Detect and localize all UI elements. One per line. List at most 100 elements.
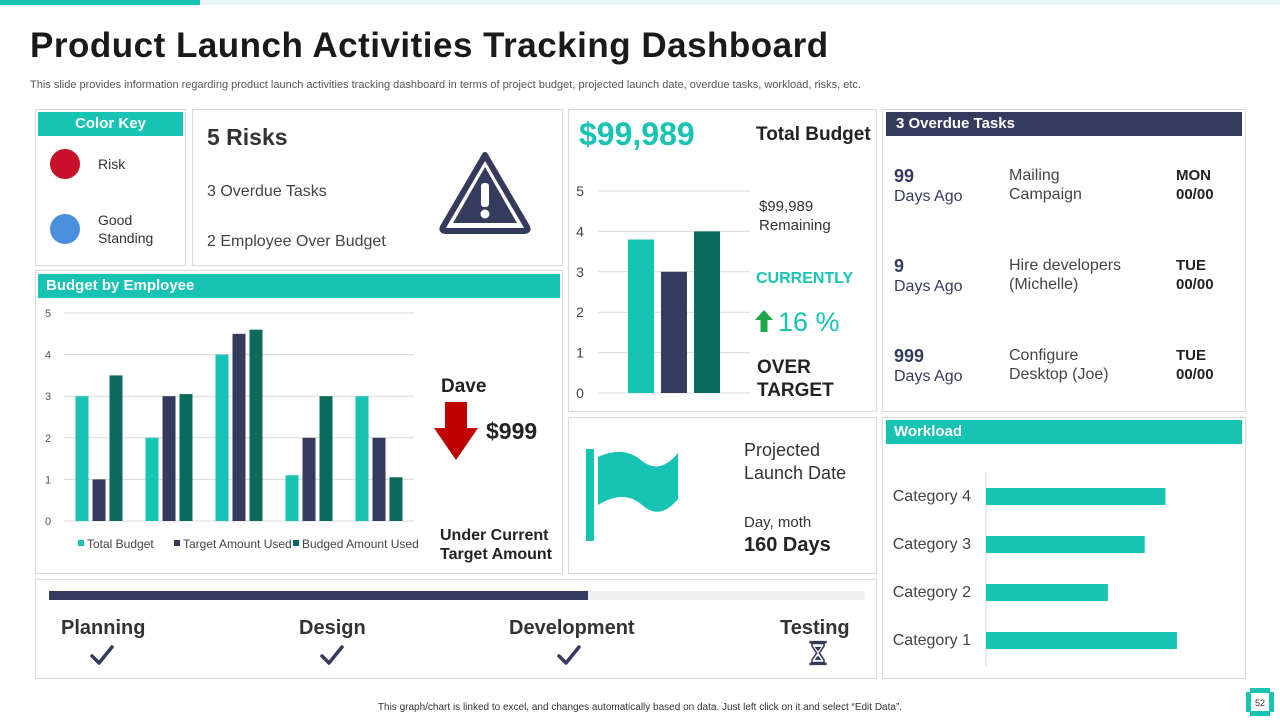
overdue-row-1-days: 99 bbox=[894, 166, 915, 186]
flag-icon bbox=[586, 449, 678, 541]
y-tick-label: 5 bbox=[576, 183, 584, 199]
overdue-tasks-header: 3 Overdue Tasks bbox=[886, 112, 1242, 136]
total-budget-label: Total Budget bbox=[756, 124, 871, 145]
page-title: Product Launch Activities Tracking Dashb… bbox=[30, 26, 829, 65]
legend-label: Budged Amount Used bbox=[302, 537, 419, 551]
legend-swatch bbox=[78, 540, 84, 546]
risk-color-dot bbox=[50, 149, 80, 179]
phase-planning-label: Planning bbox=[61, 617, 146, 639]
risk-key-label: Risk bbox=[98, 156, 126, 172]
y-tick-label: 5 bbox=[45, 308, 51, 320]
category-label: Category 3 bbox=[893, 536, 971, 553]
bar-target-amount-used bbox=[232, 333, 246, 521]
down-arrow-icon bbox=[434, 402, 478, 460]
overdue-row-3-days-ago: Days Ago bbox=[894, 368, 963, 385]
y-tick-label: 4 bbox=[576, 223, 584, 239]
y-tick-label: 1 bbox=[45, 474, 51, 486]
overdue-row-1-task-line1: Mailing bbox=[1009, 167, 1060, 184]
bar-target-amount-used bbox=[92, 479, 106, 521]
footer-note: This graph/chart is linked to excel, and… bbox=[377, 702, 903, 713]
color-key-header: Color Key bbox=[38, 112, 183, 136]
bar-total-budget bbox=[285, 475, 299, 521]
overdue-row-2-day: TUE bbox=[1176, 257, 1206, 274]
bar-target-amount-used bbox=[372, 437, 386, 521]
bar-total-budget bbox=[215, 354, 229, 521]
bar-total-budget bbox=[145, 437, 159, 521]
under-target-note-line1: Under Current bbox=[440, 527, 549, 544]
y-tick-label: 3 bbox=[45, 391, 51, 403]
bar-total-budget bbox=[75, 396, 89, 521]
category-label: Category 4 bbox=[893, 488, 971, 505]
workload-header: Workload bbox=[886, 420, 1242, 444]
bar-series-1 bbox=[628, 239, 654, 393]
bar-budged-amount-used bbox=[389, 477, 403, 521]
overdue-row-1-days-ago: Days Ago bbox=[894, 188, 963, 205]
overdue-row-1-date: 00/00 bbox=[1176, 186, 1214, 203]
phase-design-label: Design bbox=[299, 617, 366, 639]
employee-name: Dave bbox=[441, 376, 487, 397]
overdue-tasks-panel bbox=[882, 109, 1246, 412]
hourglass-icon bbox=[809, 640, 827, 666]
bar-series-3 bbox=[694, 231, 720, 393]
overdue-row-1-task-line2: Campaign bbox=[1009, 186, 1082, 203]
category-label: Category 1 bbox=[893, 632, 971, 649]
overdue-row-3-day: TUE bbox=[1176, 347, 1206, 364]
warning-triangle-icon bbox=[439, 152, 531, 234]
phase-progress-fill bbox=[49, 591, 588, 600]
checkmark-icon bbox=[90, 645, 114, 665]
workload-chart: Category 4 Category 3 Category 2 Category 1 bbox=[893, 472, 1177, 667]
phase-development-label: Development bbox=[509, 617, 635, 639]
overdue-row-2-task-line1: Hire developers bbox=[1009, 257, 1122, 274]
bar-series-2 bbox=[661, 271, 687, 393]
bar-target-amount-used bbox=[302, 437, 316, 521]
projected-label: Projected bbox=[744, 440, 821, 460]
under-target-note-line2: Target Amount bbox=[440, 546, 552, 563]
budget-by-employee-chart: 0 1 2 3 4 5 Total Budget Target Amount Used Budg… bbox=[45, 308, 419, 551]
category-label: Category 2 bbox=[893, 584, 971, 601]
bar-budged-amount-used bbox=[249, 329, 263, 521]
y-tick-label: 2 bbox=[45, 433, 51, 445]
checkmark-icon bbox=[557, 645, 581, 665]
overdue-row-1-day: MON bbox=[1176, 167, 1211, 184]
overdue-row-2-date: 00/00 bbox=[1176, 276, 1214, 293]
checkmark-icon bbox=[320, 645, 344, 665]
employee-amount: $999 bbox=[486, 418, 538, 444]
bar-target-amount-used bbox=[162, 396, 176, 521]
good-standing-key-label: Good Standing bbox=[98, 212, 154, 246]
y-tick-label: 2 bbox=[576, 304, 584, 320]
workload-bar bbox=[986, 632, 1177, 649]
total-budget-chart: 0 1 2 3 4 5 bbox=[576, 183, 750, 401]
risks-count: 5 Risks bbox=[207, 124, 288, 150]
overdue-row-3-task-line1: Configure bbox=[1009, 347, 1079, 364]
overdue-row-2-days: 9 bbox=[894, 256, 905, 276]
legend-label: Total Budget bbox=[87, 537, 154, 551]
y-tick-label: 1 bbox=[576, 345, 584, 361]
bar-budged-amount-used bbox=[109, 375, 123, 521]
currently-label: CURRENTLY bbox=[756, 270, 854, 287]
phase-testing-label: Testing bbox=[780, 617, 850, 639]
overdue-row-2-days-ago: Days Ago bbox=[894, 278, 963, 295]
remaining-label: Remaining bbox=[759, 217, 831, 234]
legend-swatch bbox=[174, 540, 180, 546]
workload-bar bbox=[986, 536, 1145, 553]
workload-bar bbox=[986, 488, 1166, 505]
overdue-row-3-date: 00/00 bbox=[1176, 366, 1214, 383]
legend-label: Target Amount Used bbox=[183, 537, 292, 551]
bar-budged-amount-used bbox=[179, 394, 193, 521]
overdue-tasks-summary: 3 Overdue Tasks bbox=[207, 183, 327, 200]
over-label: OVER bbox=[757, 357, 811, 378]
target-label: TARGET bbox=[757, 380, 834, 401]
good-standing-color-dot bbox=[50, 214, 80, 244]
page-number-badge: 52 bbox=[1246, 688, 1274, 716]
employee-over-budget-summary: 2 Employee Over Budget bbox=[207, 233, 386, 250]
over-target-percent: 16 % bbox=[778, 307, 840, 337]
day-month-label: Day, moth bbox=[744, 514, 812, 531]
overdue-row-2-task-line2: (Michelle) bbox=[1009, 276, 1079, 293]
bar-budged-amount-used bbox=[319, 396, 333, 521]
y-tick-label: 0 bbox=[576, 385, 584, 401]
total-budget-amount: $99,989 bbox=[579, 116, 695, 152]
page-number: 52 bbox=[1255, 698, 1265, 708]
top-accent-line bbox=[0, 0, 1280, 5]
overdue-row-3-days: 999 bbox=[894, 346, 925, 366]
legend-swatch bbox=[293, 540, 299, 546]
